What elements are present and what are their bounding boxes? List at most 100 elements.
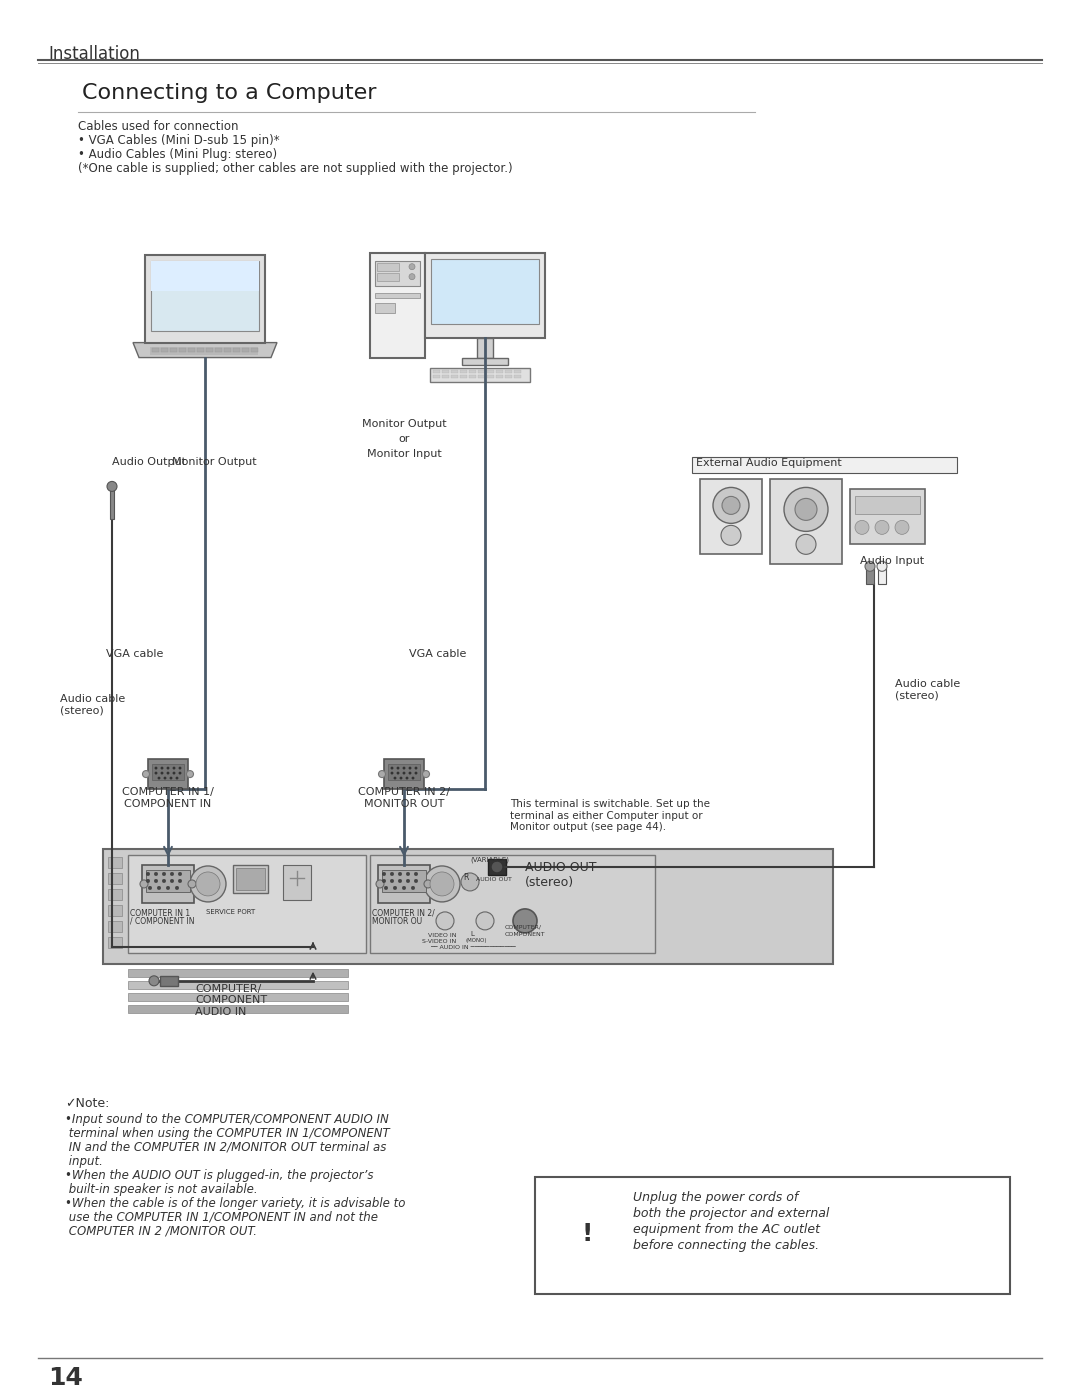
Bar: [129, 1004, 348, 1013]
Circle shape: [513, 909, 537, 933]
Circle shape: [173, 767, 175, 770]
Circle shape: [390, 879, 394, 883]
Bar: [770, 479, 842, 564]
Circle shape: [188, 880, 195, 888]
Circle shape: [164, 777, 166, 780]
Circle shape: [403, 767, 405, 770]
Circle shape: [166, 771, 170, 774]
Text: VIDEO IN: VIDEO IN: [428, 933, 457, 937]
Circle shape: [409, 264, 415, 270]
Circle shape: [146, 872, 150, 876]
Bar: [496, 370, 503, 373]
Circle shape: [158, 886, 161, 890]
Text: (*One cable is supplied; other cables are not supplied with the projector.): (*One cable is supplied; other cables ar…: [78, 162, 513, 175]
Text: COMPUTER IN 2/: COMPUTER IN 2/: [372, 909, 435, 918]
Bar: [487, 370, 494, 373]
Bar: [377, 263, 399, 271]
Circle shape: [170, 777, 173, 780]
Bar: [384, 759, 424, 789]
Bar: [700, 479, 762, 555]
Text: Installation: Installation: [48, 45, 140, 63]
Bar: [375, 303, 395, 313]
Circle shape: [406, 872, 409, 876]
Text: / COMPONENT IN: / COMPONENT IN: [130, 916, 194, 926]
Text: Monitor Output: Monitor Output: [172, 457, 257, 468]
Bar: [146, 870, 190, 891]
Circle shape: [406, 879, 409, 883]
Bar: [430, 367, 530, 381]
Text: Audio cable
(stereo): Audio cable (stereo): [60, 694, 125, 715]
Text: •When the AUDIO OUT is plugged-in, the projector’s: •When the AUDIO OUT is plugged-in, the p…: [65, 1169, 374, 1182]
Text: S-VIDEO IN: S-VIDEO IN: [422, 939, 456, 944]
Text: COMPUTER IN 1: COMPUTER IN 1: [130, 909, 190, 918]
Circle shape: [396, 767, 400, 770]
Circle shape: [178, 879, 181, 883]
Bar: [151, 261, 259, 331]
Bar: [233, 865, 268, 893]
Circle shape: [154, 872, 158, 876]
Bar: [469, 374, 476, 377]
Bar: [487, 374, 494, 377]
Bar: [850, 489, 924, 545]
Text: equipment from the AC outlet: equipment from the AC outlet: [633, 1222, 820, 1235]
Bar: [145, 254, 265, 342]
Bar: [478, 374, 485, 377]
Text: SERVICE PORT: SERVICE PORT: [206, 909, 255, 915]
Bar: [188, 348, 195, 352]
Circle shape: [713, 488, 750, 524]
Bar: [283, 865, 311, 900]
Circle shape: [424, 866, 460, 902]
Circle shape: [143, 771, 149, 778]
Circle shape: [382, 879, 386, 883]
Text: This terminal is switchable. Set up the
terminal as either Computer input or
Mon: This terminal is switchable. Set up the …: [510, 799, 710, 833]
Bar: [382, 870, 426, 891]
Circle shape: [796, 535, 816, 555]
Circle shape: [187, 771, 193, 778]
Text: Monitor Input: Monitor Input: [366, 450, 442, 460]
Circle shape: [403, 771, 405, 774]
Text: COMPUTER IN 2/
MONITOR OUT: COMPUTER IN 2/ MONITOR OUT: [357, 787, 450, 809]
Text: AUDIO OUT
(stereo): AUDIO OUT (stereo): [525, 861, 596, 888]
Circle shape: [154, 771, 158, 774]
Circle shape: [166, 886, 170, 890]
Bar: [477, 338, 492, 358]
Bar: [233, 348, 240, 352]
Bar: [197, 348, 204, 352]
Circle shape: [396, 771, 400, 774]
Bar: [433, 374, 440, 377]
Circle shape: [173, 771, 175, 774]
Circle shape: [391, 771, 393, 774]
Circle shape: [390, 872, 394, 876]
Bar: [370, 855, 654, 953]
Text: IN and the COMPUTER IN 2/MONITOR OUT terminal as: IN and the COMPUTER IN 2/MONITOR OUT ter…: [65, 1140, 387, 1154]
Bar: [514, 374, 521, 377]
Bar: [433, 370, 440, 373]
Bar: [242, 348, 249, 352]
Text: both the projector and external: both the projector and external: [633, 1207, 829, 1220]
Text: (MONO): (MONO): [465, 937, 487, 943]
Polygon shape: [133, 342, 276, 358]
Circle shape: [171, 879, 174, 883]
Circle shape: [491, 861, 503, 873]
Text: L: L: [470, 930, 474, 937]
Text: (VARIABLE): (VARIABLE): [470, 856, 509, 863]
Circle shape: [190, 866, 226, 902]
Bar: [878, 569, 886, 584]
Bar: [161, 348, 168, 352]
Text: VGA cable: VGA cable: [106, 650, 163, 659]
Text: AUDIO OUT: AUDIO OUT: [476, 877, 512, 882]
Text: or: or: [399, 434, 409, 444]
Text: External Audio Equipment: External Audio Equipment: [696, 458, 841, 468]
Circle shape: [176, 777, 178, 780]
Circle shape: [721, 525, 741, 545]
Text: VGA cable: VGA cable: [409, 650, 467, 659]
Bar: [129, 993, 348, 1000]
Circle shape: [175, 886, 179, 890]
Circle shape: [415, 879, 418, 883]
Circle shape: [162, 872, 166, 876]
Circle shape: [415, 767, 417, 770]
Bar: [377, 272, 399, 281]
Bar: [110, 489, 114, 520]
Bar: [129, 855, 366, 953]
Circle shape: [461, 873, 480, 891]
